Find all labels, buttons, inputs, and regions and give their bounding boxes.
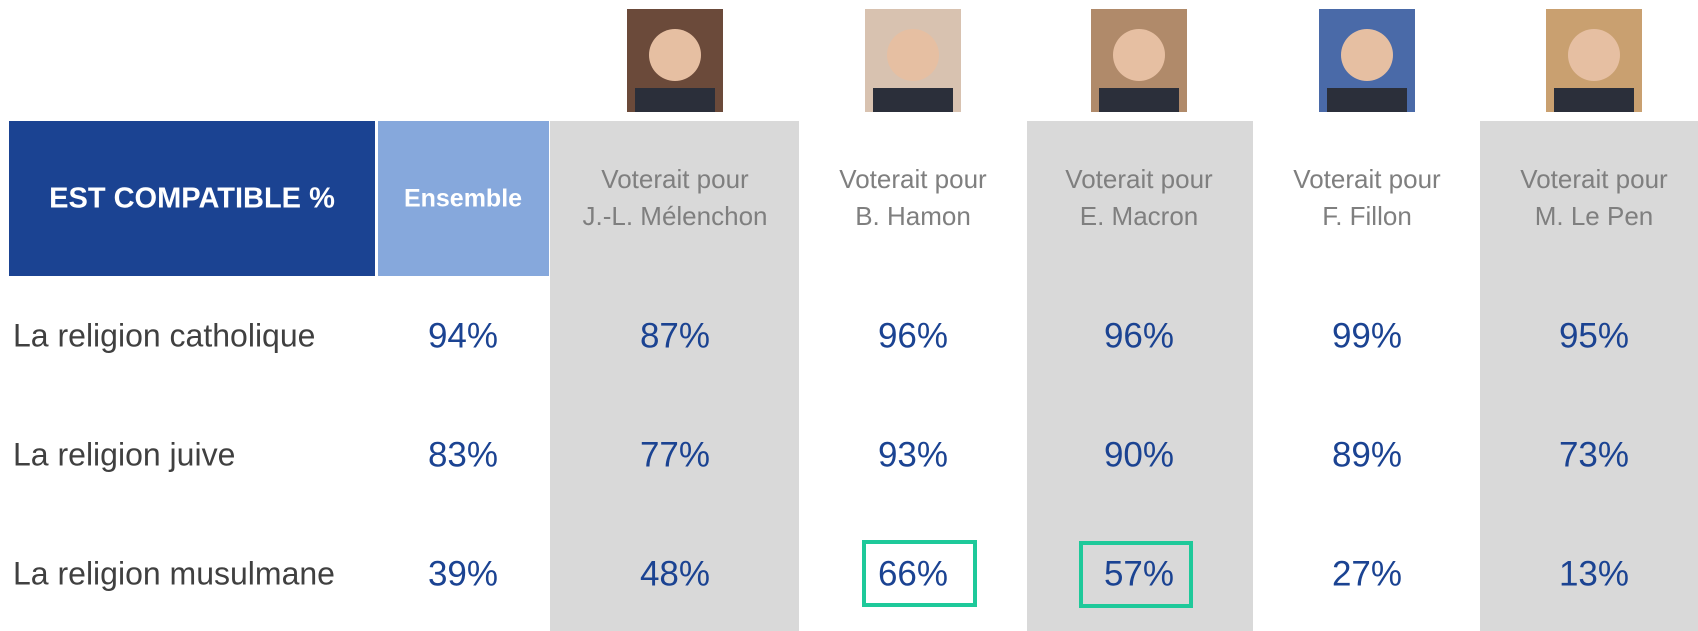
- shaded-column: [550, 121, 799, 631]
- cell-value: 13%: [1559, 554, 1629, 593]
- cell-value: 39%: [428, 554, 498, 593]
- column-header: Voterait pour: [601, 164, 749, 194]
- column-header: Voterait pour: [1065, 164, 1213, 194]
- photo-face: [887, 29, 939, 81]
- title-cell: [9, 121, 375, 276]
- column-header: B. Hamon: [855, 201, 971, 231]
- photo-suit: [873, 88, 953, 112]
- highlight-box: [1079, 541, 1193, 608]
- cell-value: 73%: [1559, 435, 1629, 474]
- shaded-column: [1480, 121, 1698, 631]
- photo-suit: [1327, 88, 1407, 112]
- photo-face: [649, 29, 701, 81]
- column-header: M. Le Pen: [1535, 201, 1654, 231]
- cell-value: 57%: [1104, 554, 1174, 593]
- photo-face: [1113, 29, 1165, 81]
- column-header: Voterait pour: [1520, 164, 1668, 194]
- photo-face: [1568, 29, 1620, 81]
- cell-value: 48%: [640, 554, 710, 593]
- column-header: Voterait pour: [839, 164, 987, 194]
- cell-value: 94%: [428, 316, 498, 355]
- column-header: J.-L. Mélenchon: [583, 201, 768, 231]
- cell-value: 27%: [1332, 554, 1402, 593]
- cell-value: 66%: [878, 554, 948, 593]
- row-label: La religion musulmane: [13, 555, 335, 591]
- cell-value: 83%: [428, 435, 498, 474]
- cell-value: 90%: [1104, 435, 1174, 474]
- cell-value: 96%: [878, 316, 948, 355]
- cell-value: 89%: [1332, 435, 1402, 474]
- highlight-box: [862, 540, 977, 607]
- cell-value: 87%: [640, 316, 710, 355]
- column-header: F. Fillon: [1322, 201, 1412, 231]
- row-label: La religion juive: [13, 436, 235, 472]
- photo-face: [1341, 29, 1393, 81]
- column-header: E. Macron: [1080, 201, 1199, 231]
- table-title: EST COMPATIBLE %: [49, 183, 335, 215]
- column-header: Voterait pour: [1293, 164, 1441, 194]
- cell-value: 77%: [640, 435, 710, 474]
- ensemble-header-cell: [378, 121, 549, 276]
- photo-suit: [1099, 88, 1179, 112]
- cell-value: 95%: [1559, 316, 1629, 355]
- photo-suit: [1554, 88, 1634, 112]
- cell-value: 96%: [1104, 316, 1174, 355]
- column-header: Ensemble: [404, 185, 522, 213]
- row-label: La religion catholique: [13, 317, 315, 353]
- photo-suit: [635, 88, 715, 112]
- cell-value: 93%: [878, 435, 948, 474]
- shaded-column: [1027, 121, 1253, 631]
- cell-value: 99%: [1332, 316, 1402, 355]
